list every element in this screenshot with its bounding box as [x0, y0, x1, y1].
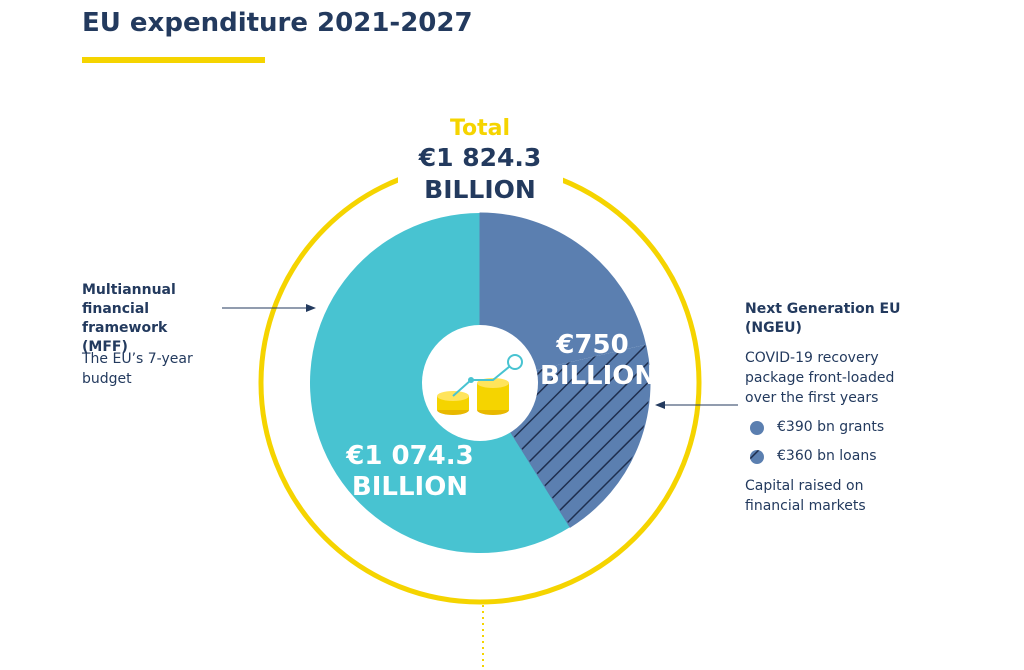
arrow-head — [306, 304, 316, 312]
group-description: The EU’s 7-year budget — [82, 351, 193, 387]
total-label: Total — [449, 116, 511, 141]
group-note: Capital raised on financial markets — [745, 478, 866, 514]
chart-title: EU expenditure 2021-2027 — [82, 8, 473, 38]
coin-icon — [422, 325, 538, 441]
total-value: €1 824.3 BILLION — [418, 143, 542, 204]
group-value-label: €750 BILLION — [540, 330, 657, 391]
total-backdrop — [398, 112, 563, 212]
group-name: Multiannual financial framework (MFF) — [82, 282, 176, 355]
slice-label: €1 074.3 BILLION — [346, 441, 474, 502]
title-underline — [82, 57, 265, 63]
group-description: COVID-19 recovery package front-loaded o… — [745, 350, 895, 406]
group-name: Next Generation EU (NGEU) — [745, 301, 901, 336]
legend-swatch — [750, 421, 764, 435]
legend-label: €360 bn loans — [777, 448, 877, 464]
legend-label: €390 bn grants — [777, 419, 885, 435]
legend-swatch — [750, 450, 764, 464]
arrow-head — [655, 401, 665, 409]
pie-slice — [480, 213, 646, 383]
group-outline — [479, 212, 651, 528]
